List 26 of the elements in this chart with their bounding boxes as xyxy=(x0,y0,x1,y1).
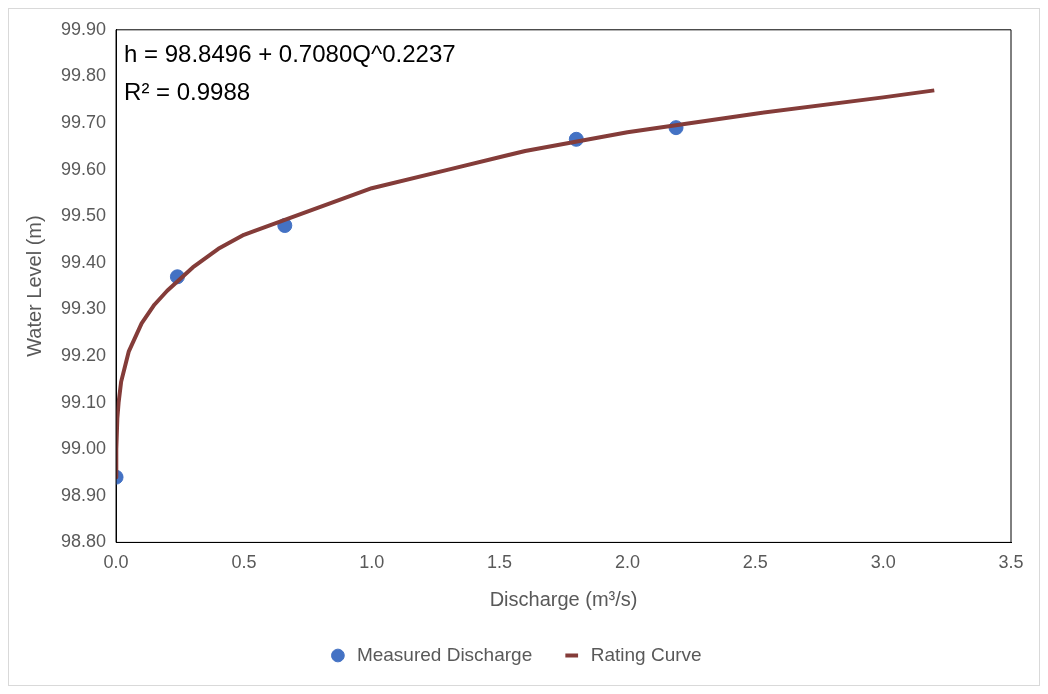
x-tick-label: 2.5 xyxy=(742,552,768,573)
x-tick-label: 1.0 xyxy=(359,552,385,573)
legend-label: Rating Curve xyxy=(590,643,702,665)
x-axis-title: Discharge (m³/s) xyxy=(489,587,638,610)
y-tick-label: 99.50 xyxy=(61,205,107,226)
y-tick-label: 99.30 xyxy=(61,298,107,319)
legend-label: Measured Discharge xyxy=(356,643,533,665)
y-tick-label: 99.80 xyxy=(61,65,107,86)
y-tick-label: 99.60 xyxy=(61,158,107,179)
y-tick-label: 99.00 xyxy=(61,438,107,459)
x-tick-label: 1.5 xyxy=(487,552,513,573)
annotation: h = 98.8496 + 0.7080Q^0.2237 xyxy=(124,40,456,68)
x-tick-label: 3.5 xyxy=(998,552,1024,573)
y-tick-label: 98.90 xyxy=(61,484,107,505)
x-tick-label: 0.5 xyxy=(231,552,257,573)
x-tick-label: 3.0 xyxy=(870,552,896,573)
x-tick-label: 2.0 xyxy=(614,552,640,573)
y-axis-title: Water Level (m) xyxy=(22,215,45,357)
annotation: R² = 0.9988 xyxy=(124,78,251,106)
y-tick-label: 98.80 xyxy=(61,531,107,552)
y-tick-label: 99.40 xyxy=(61,251,107,272)
y-tick-label: 99.70 xyxy=(61,111,107,132)
y-tick-label: 99.90 xyxy=(61,18,107,39)
y-tick-label: 99.20 xyxy=(61,344,107,365)
y-tick-label: 99.10 xyxy=(61,391,107,412)
x-tick-label: 0.0 xyxy=(103,552,129,573)
